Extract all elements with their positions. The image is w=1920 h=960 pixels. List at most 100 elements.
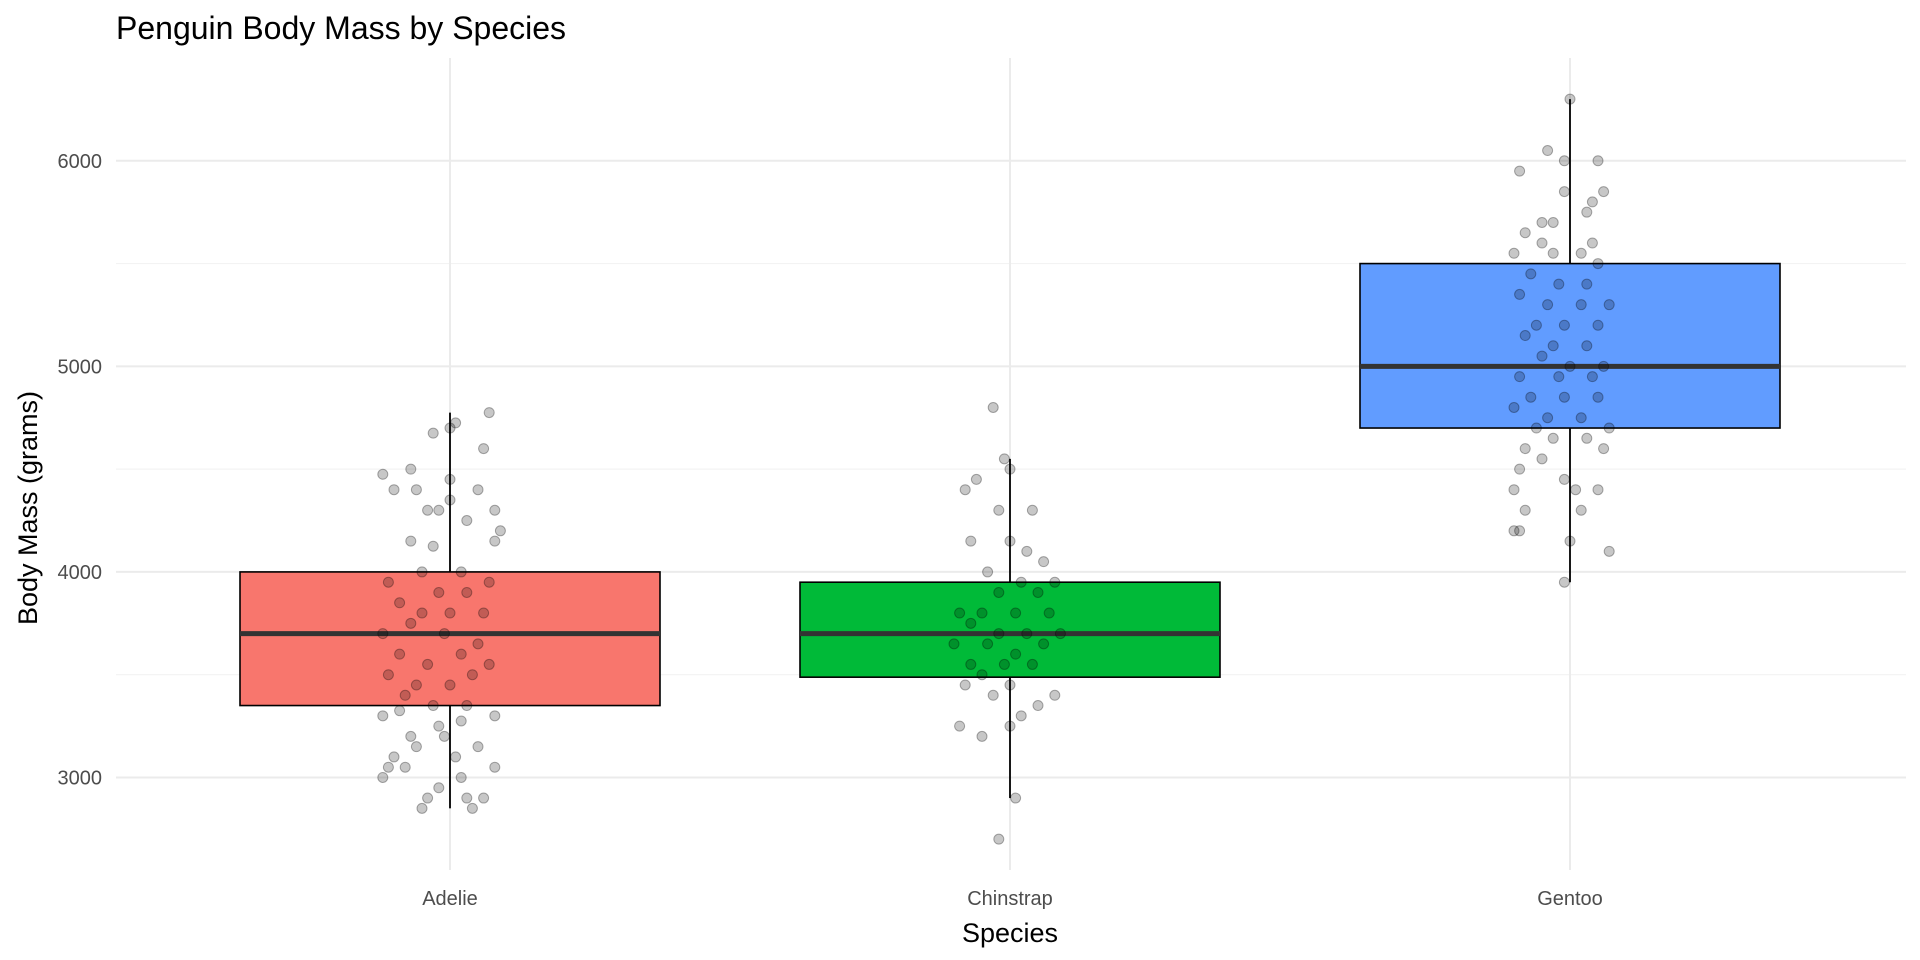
jitter-point	[1520, 505, 1530, 515]
jitter-point	[1582, 433, 1592, 443]
jitter-point	[1011, 608, 1021, 618]
jitter-point	[395, 598, 405, 608]
jitter-point	[411, 680, 421, 690]
jitter-point	[983, 639, 993, 649]
jitter-point	[456, 567, 466, 577]
jitter-point	[451, 418, 461, 428]
jitter-point	[1055, 629, 1065, 639]
y-tick-label: 4000	[58, 562, 103, 584]
jitter-point	[383, 577, 393, 587]
jitter-point	[1582, 341, 1592, 351]
jitter-point	[490, 505, 500, 515]
jitter-point	[1593, 392, 1603, 402]
jitter-point	[1593, 259, 1603, 269]
jitter-point	[378, 629, 388, 639]
jitter-point	[1520, 331, 1530, 341]
jitter-point	[1576, 413, 1586, 423]
jitter-point	[1005, 721, 1015, 731]
jitter-point	[1537, 351, 1547, 361]
x-tick-label: Adelie	[422, 888, 478, 910]
jitter-point	[1033, 587, 1043, 597]
jitter-point	[434, 783, 444, 793]
jitter-point	[490, 762, 500, 772]
jitter-point	[456, 716, 466, 726]
jitter-point	[411, 485, 421, 495]
jitter-point	[1039, 557, 1049, 567]
jitter-point	[445, 608, 455, 618]
jitter-point	[439, 629, 449, 639]
jitter-point	[400, 762, 410, 772]
jitter-point	[966, 618, 976, 628]
jitter-point	[484, 659, 494, 669]
jitter-point	[1565, 361, 1575, 371]
jitter-point	[406, 536, 416, 546]
jitter-point	[1033, 701, 1043, 711]
jitter-point	[1039, 639, 1049, 649]
jitter-point	[445, 474, 455, 484]
jitter-point	[406, 618, 416, 628]
jitter-point	[1543, 146, 1553, 156]
y-axis-title: Body Mass (grams)	[13, 391, 43, 625]
jitter-point	[994, 587, 1004, 597]
jitter-point	[417, 567, 427, 577]
jitter-point	[1559, 392, 1569, 402]
jitter-point	[1022, 546, 1032, 556]
jitter-point	[1565, 536, 1575, 546]
jitter-point	[1548, 433, 1558, 443]
x-axis-title: Species	[962, 918, 1058, 948]
jitter-point	[1515, 166, 1525, 176]
jitter-point	[994, 629, 1004, 639]
jitter-point	[1509, 402, 1519, 412]
jitter-point	[1582, 207, 1592, 217]
jitter-point	[1526, 392, 1536, 402]
jitter-point	[1520, 444, 1530, 454]
jitter-point	[955, 608, 965, 618]
jitter-point	[417, 803, 427, 813]
jitter-point	[994, 834, 1004, 844]
jitter-point	[1559, 156, 1569, 166]
jitter-point	[1515, 464, 1525, 474]
jitter-point	[417, 608, 427, 618]
jitter-point	[1520, 228, 1530, 238]
jitter-point	[1548, 217, 1558, 227]
jitter-point	[378, 711, 388, 721]
box-chinstrap	[800, 582, 1220, 677]
jitter-point	[1559, 187, 1569, 197]
jitter-point	[1005, 680, 1015, 690]
jitter-point	[473, 742, 483, 752]
jitter-point	[1027, 659, 1037, 669]
jitter-point	[434, 587, 444, 597]
y-tick-label: 6000	[58, 151, 103, 173]
jitter-point	[383, 762, 393, 772]
jitter-point	[495, 526, 505, 536]
jitter-point	[467, 803, 477, 813]
jitter-point	[395, 649, 405, 659]
jitter-point	[484, 408, 494, 418]
jitter-point	[955, 721, 965, 731]
jitter-point	[434, 721, 444, 731]
jitter-point	[1005, 536, 1015, 546]
jitter-point	[462, 793, 472, 803]
jitter-point	[479, 608, 489, 618]
jitter-point	[428, 541, 438, 551]
jitter-point	[423, 659, 433, 669]
jitter-point	[445, 680, 455, 690]
jitter-point	[428, 428, 438, 438]
jitter-point	[1559, 320, 1569, 330]
jitter-point	[1571, 485, 1581, 495]
jitter-point	[1537, 454, 1547, 464]
jitter-point	[1604, 300, 1614, 310]
jitter-point	[1599, 444, 1609, 454]
jitter-point	[473, 485, 483, 495]
jitter-point	[988, 402, 998, 412]
jitter-point	[1044, 608, 1054, 618]
jitter-point	[1576, 248, 1586, 258]
x-tick-label: Gentoo	[1537, 888, 1603, 910]
jitter-point	[1022, 629, 1032, 639]
jitter-point	[1526, 269, 1536, 279]
jitter-point	[1509, 248, 1519, 258]
jitter-point	[1554, 372, 1564, 382]
jitter-point	[439, 731, 449, 741]
jitter-point	[406, 731, 416, 741]
